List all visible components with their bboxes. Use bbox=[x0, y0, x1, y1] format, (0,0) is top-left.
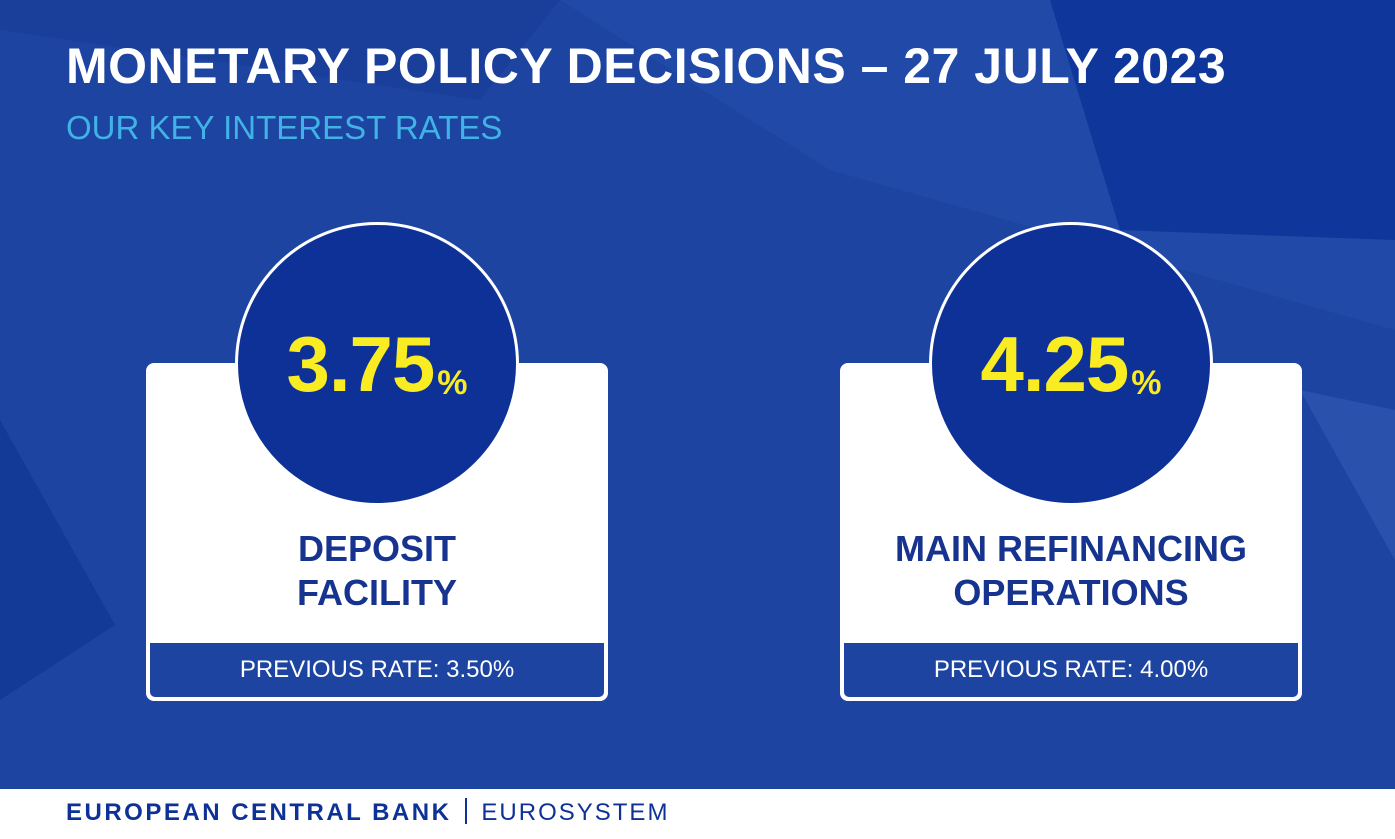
footer-system-name: EUROSYSTEM bbox=[481, 799, 670, 826]
infographic-banner: MONETARY POLICY DECISIONS – 27 JULY 2023… bbox=[0, 0, 1395, 789]
rate-value: 4.25 bbox=[980, 320, 1129, 408]
rate-label-line2: FACILITY bbox=[297, 572, 457, 613]
rate-circle: 3.75 % bbox=[235, 222, 519, 506]
previous-rate: PREVIOUS RATE: 4.00% bbox=[844, 643, 1298, 697]
previous-rate: PREVIOUS RATE: 3.50% bbox=[150, 643, 604, 697]
rate-circle: 4.25 % bbox=[929, 222, 1213, 506]
rate-label-line2: OPERATIONS bbox=[953, 572, 1189, 613]
rate-unit: % bbox=[1131, 364, 1162, 402]
page-title: MONETARY POLICY DECISIONS – 27 JULY 2023 bbox=[66, 38, 1227, 94]
rate-label: DEPOSIT FACILITY bbox=[146, 527, 608, 615]
rate-label-line1: DEPOSIT bbox=[297, 528, 457, 569]
rate-unit: % bbox=[437, 364, 468, 402]
footer: EUROPEAN CENTRAL BANK EUROSYSTEM bbox=[0, 789, 1395, 839]
rate-label-line1: MAIN REFINANCING bbox=[895, 528, 1247, 569]
footer-logo: EUROPEAN CENTRAL BANK EUROSYSTEM bbox=[66, 798, 669, 828]
rate-label: MAIN REFINANCING OPERATIONS bbox=[840, 527, 1302, 615]
rate-value: 3.75 bbox=[286, 320, 435, 408]
footer-divider bbox=[465, 798, 468, 824]
footer-bank-name: EUROPEAN CENTRAL BANK bbox=[66, 799, 452, 826]
deposit-facility-card: 3.75 % DEPOSIT FACILITY PREVIOUS RATE: 3… bbox=[146, 222, 608, 701]
background-shapes bbox=[1050, 0, 1395, 560]
page-subtitle: OUR KEY INTEREST RATES bbox=[66, 109, 503, 146]
main-refinancing-card: 4.25 % MAIN REFINANCING OPERATIONS PREVI… bbox=[840, 222, 1302, 701]
